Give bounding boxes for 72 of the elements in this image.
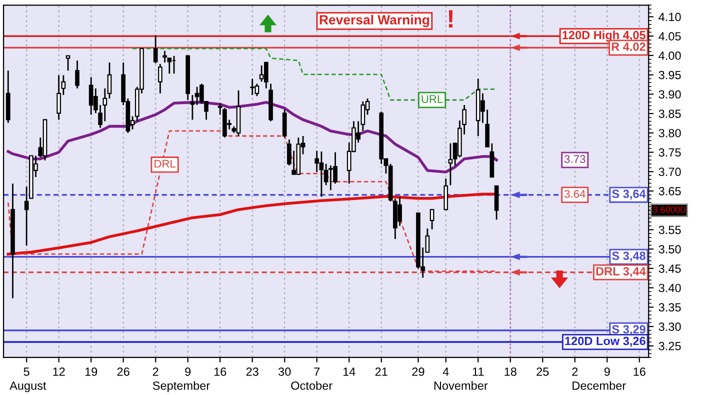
x-tick-label: 18 (504, 368, 516, 376)
y-tick-label: 3.25 (658, 342, 681, 350)
ref-line-label: R 4.02 (612, 42, 646, 51)
x-tick-label: 16 (634, 368, 646, 376)
ref-line-label: 120D High 4,05 (562, 30, 646, 42)
annotation: 3.73 (564, 155, 586, 163)
candlestick (264, 62, 268, 90)
candlestick (158, 63, 162, 94)
x-tick-label: 2 (152, 368, 158, 376)
candlestick (360, 100, 366, 132)
x-tick-label: 25 (536, 368, 549, 376)
x-tick-label: 26 (117, 368, 130, 376)
x-tick-label: 12 (53, 368, 65, 376)
x-tick-label: 19 (85, 368, 98, 376)
text: September (152, 381, 210, 392)
candlestick (448, 142, 453, 186)
annotation: DRL (154, 160, 176, 168)
x-tick-label: 9 (604, 368, 610, 376)
candlestick (314, 150, 320, 173)
x-tick-label: 9 (185, 368, 191, 376)
x-tick-label: 11 (472, 368, 484, 376)
y-tick-label: 4.00 (658, 52, 681, 60)
annotation: 3.64 (564, 190, 586, 198)
y-tick-label: 3.85 (658, 110, 681, 118)
x-tick-label: 21 (375, 368, 388, 376)
text: December (572, 381, 626, 390)
y-tick-label: 3.40 (658, 284, 681, 292)
candlestick (107, 62, 112, 100)
x-tick-label: 2 (572, 368, 578, 376)
x-tick-label: 14 (343, 368, 356, 376)
text: Reversal Warning (320, 14, 430, 28)
x-tick-label: 7 (314, 368, 320, 376)
annotation: ! (448, 10, 453, 28)
candlestick (75, 60, 80, 90)
text: October (291, 381, 332, 390)
text: November (434, 381, 488, 390)
y-tick-label: 3.65 (658, 187, 681, 196)
y-tick-label: 3.55 (658, 226, 681, 234)
candlestick (282, 108, 287, 138)
x-tick-label: 4 (442, 368, 449, 376)
candlestick (425, 228, 430, 253)
candlestick (444, 178, 448, 210)
ref-line-label: S 3,48 (612, 252, 646, 262)
x-tick-label: 5 (24, 368, 30, 376)
x-tick-label: 16 (214, 368, 226, 376)
text: 3.60000 (653, 206, 686, 213)
ref-line-label: 120D Low 3,26 (565, 336, 646, 347)
y-tick-label: 3.80 (658, 128, 681, 138)
annotation: URL (422, 95, 443, 103)
y-tick-label: 3.90 (658, 90, 681, 99)
x-tick-label: 23 (246, 368, 258, 376)
candlestick (56, 74, 61, 120)
y-tick-label: 3.95 (658, 70, 681, 80)
y-tick-label: 3.30 (658, 322, 681, 331)
ref-line-label: S 3,29 (612, 325, 646, 336)
y-tick-label: 3.75 (658, 148, 681, 157)
x-tick-label: 30 (278, 368, 291, 376)
y-tick-label: 3.50 (658, 245, 681, 254)
candlestick (250, 78, 255, 96)
y-tick-label: 3.35 (658, 303, 681, 312)
text: August (10, 382, 46, 392)
y-tick-label: 4.10 (658, 12, 681, 22)
y-tick-label: 4.05 (658, 32, 681, 41)
candlestick (190, 94, 195, 120)
ref-line-label: S 3,64 (612, 190, 646, 200)
candlestick (153, 34, 158, 64)
y-tick-label: 3.45 (658, 264, 681, 273)
y-tick-label: 3.70 (658, 168, 681, 176)
x-tick-label: 29 (412, 368, 424, 376)
candlestick (287, 138, 292, 166)
candlestick (430, 208, 434, 230)
ref-line-label: DRL 3,44 (596, 267, 646, 278)
